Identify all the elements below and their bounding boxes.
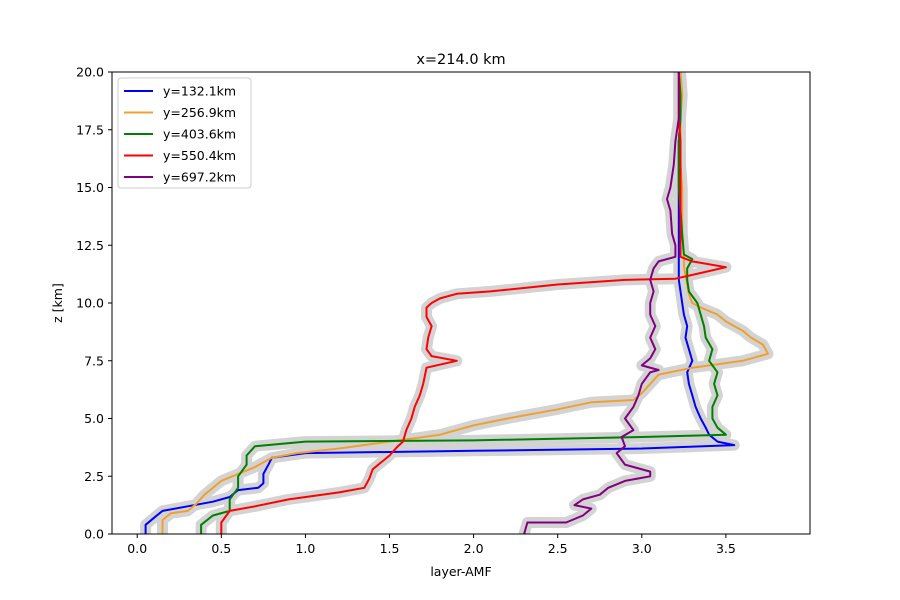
legend-label: y=132.1km	[163, 84, 236, 99]
y-tick-label: 5.0	[84, 411, 104, 426]
y-axis: 0.0 2.5 5.0 7.5 10.0 12.5 15.0 17.5 20.0	[76, 65, 112, 542]
x-tick-label: 1.0	[295, 541, 315, 556]
legend-label: y=403.6km	[163, 127, 236, 142]
legend-box	[117, 77, 252, 189]
series-lines	[144, 72, 769, 534]
series-line	[144, 72, 736, 534]
series-line	[220, 72, 727, 534]
x-tick-label: 3.0	[632, 541, 652, 556]
x-tick-label: 1.5	[380, 541, 400, 556]
x-tick-label: 0.5	[211, 541, 231, 556]
y-tick-label: 7.5	[84, 353, 104, 368]
y-tick-label: 2.5	[84, 469, 104, 484]
x-tick-label: 2.0	[464, 541, 484, 556]
y-tick-label: 17.5	[76, 122, 104, 137]
legend: y=132.1km y=256.9km y=403.6km y=550.4km y=69…	[117, 77, 252, 189]
x-axis: 0.0 0.5 1.0 1.5 2.0 2.5 3.0 3.5	[127, 534, 736, 556]
legend-label: y=697.2km	[163, 170, 236, 185]
y-tick-label: 15.0	[76, 180, 104, 195]
chart-title: x=214.0 km	[416, 52, 505, 68]
x-tick-label: 0.0	[127, 541, 147, 556]
x-tick-label: 3.5	[716, 541, 736, 556]
legend-label: y=550.4km	[163, 148, 236, 163]
x-tick-label: 2.5	[548, 541, 568, 556]
x-axis-label: layer-AMF	[430, 564, 491, 579]
y-axis-label: z [km]	[50, 283, 65, 323]
y-tick-label: 10.0	[76, 296, 104, 311]
legend-label: y=256.9km	[163, 105, 236, 120]
y-tick-label: 20.0	[76, 65, 104, 80]
series-line	[523, 72, 680, 534]
y-tick-label: 0.0	[84, 527, 104, 542]
y-tick-label: 12.5	[76, 238, 104, 253]
